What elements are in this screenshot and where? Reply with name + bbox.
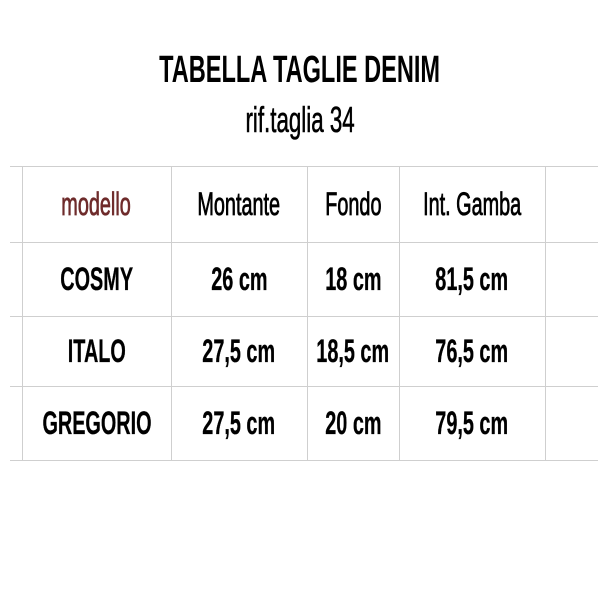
table-cell: 27,5 cm bbox=[202, 404, 276, 441]
table-column-divider bbox=[171, 166, 172, 460]
page-title: TABELLA TAGLIE DENIM bbox=[159, 49, 441, 91]
table-row-divider bbox=[10, 460, 598, 461]
table-cell: 18,5 cm bbox=[316, 332, 390, 369]
table-cell: 20 cm bbox=[324, 404, 382, 441]
table-cell: GREGORIO bbox=[41, 404, 152, 441]
table-cell: COSMY bbox=[60, 260, 133, 297]
table-cell: 18 cm bbox=[324, 260, 382, 297]
table-header-cell: Montante bbox=[197, 185, 281, 222]
table-cell: 26 cm bbox=[210, 260, 268, 297]
table-cell: 76,5 cm bbox=[435, 332, 509, 369]
table-column-divider bbox=[307, 166, 308, 460]
table-row-divider bbox=[10, 166, 598, 167]
table-column-divider bbox=[545, 166, 546, 460]
table-header-cell: Fondo bbox=[324, 185, 382, 222]
table-header-cell: Int. Gamba bbox=[422, 185, 522, 222]
page-subtitle: rif.taglia 34 bbox=[245, 99, 355, 141]
table-cell: 81,5 cm bbox=[435, 260, 509, 297]
table-cell: 79,5 cm bbox=[435, 404, 509, 441]
table-column-divider bbox=[22, 166, 23, 460]
table-cell: 27,5 cm bbox=[202, 332, 276, 369]
table-row-divider bbox=[10, 316, 598, 317]
table-column-divider bbox=[399, 166, 400, 460]
table-row-divider bbox=[10, 242, 598, 243]
table-header-cell: modello bbox=[61, 185, 132, 222]
table-cell: ITALO bbox=[67, 332, 126, 369]
table-row-divider bbox=[10, 386, 598, 387]
